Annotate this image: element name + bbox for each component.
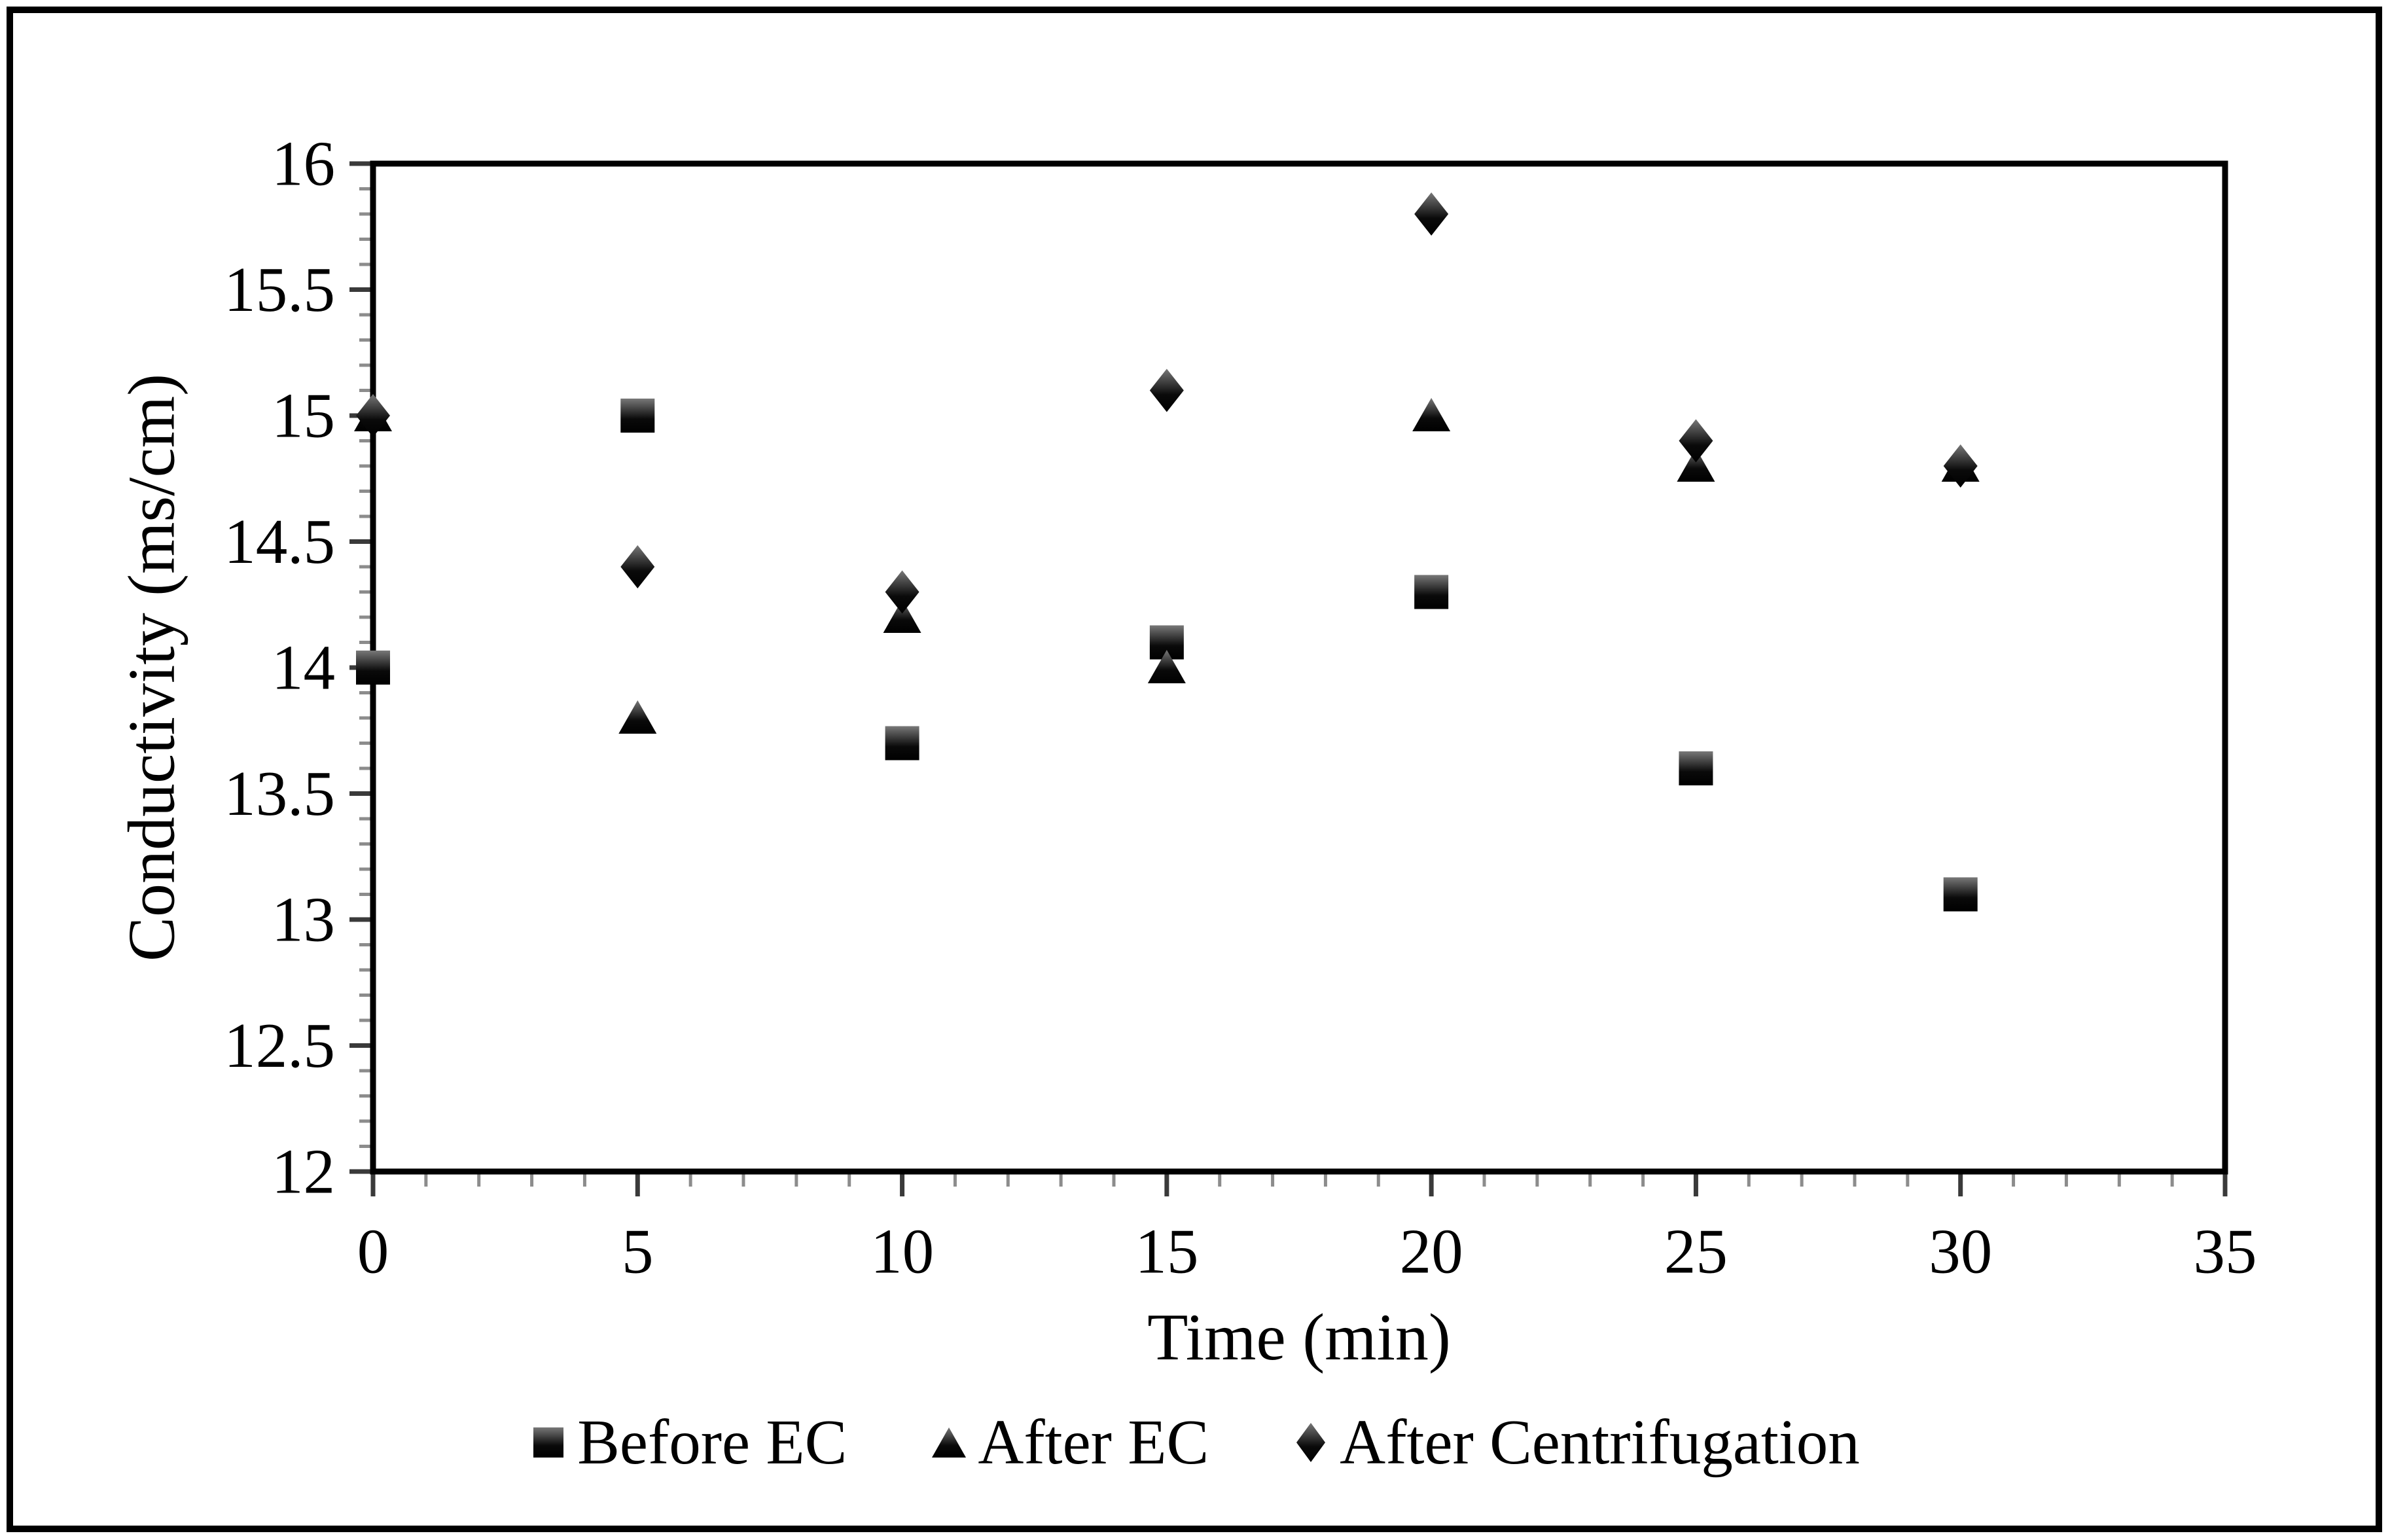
x-tick-label: 0 — [357, 1217, 389, 1287]
axis-tick-labels: 12 12.5 13 13.5 14 14.5 15 15.5 16 0 5 10 15 20 25 30 35 — [224, 129, 2256, 1287]
square-data-marker — [1414, 575, 1449, 609]
diamond-data-marker — [356, 394, 390, 437]
square-data-marker — [620, 399, 655, 433]
square-data-marker — [1679, 751, 1713, 785]
square-data-marker — [356, 651, 390, 685]
diamond-data-marker — [1679, 419, 1713, 463]
x-tick-label: 35 — [2194, 1217, 2257, 1287]
plot-area-border — [370, 160, 2228, 1175]
x-tick-label: 15 — [1135, 1217, 1198, 1287]
x-tick-label: 5 — [622, 1217, 654, 1287]
x-tick-label: 10 — [870, 1217, 934, 1287]
y-tick-label: 14.5 — [224, 507, 335, 577]
y-tick-label: 13.5 — [224, 759, 335, 829]
x-tick-label: 25 — [1664, 1217, 1728, 1287]
y-tick-label: 16 — [272, 129, 335, 199]
y-tick-label: 13 — [272, 885, 335, 955]
square-data-marker — [885, 726, 919, 761]
diamond-data-marker — [620, 545, 655, 588]
plot-area — [370, 160, 2228, 1175]
diamond-data-marker — [1943, 444, 1978, 488]
triangle-data-marker — [1677, 448, 1715, 482]
y-tick-label: 12 — [272, 1137, 335, 1207]
triangle-data-marker — [1147, 650, 1186, 683]
diamond-data-marker — [885, 570, 919, 614]
triangle-data-marker — [883, 600, 921, 633]
y-tick-label: 15.5 — [224, 255, 335, 325]
x-tick-label: 20 — [1400, 1217, 1463, 1287]
diamond-data-marker — [1149, 368, 1184, 412]
square-data-marker — [1943, 877, 1978, 912]
data-point-markers — [354, 192, 1980, 912]
figure-border — [7, 7, 2382, 1532]
x-tick-label: 30 — [1929, 1217, 1992, 1287]
triangle-data-marker — [1412, 398, 1451, 431]
diamond-data-marker — [1414, 192, 1449, 236]
triangle-data-marker — [618, 700, 657, 734]
y-tick-label: 15 — [272, 381, 335, 451]
y-tick-label: 14 — [272, 633, 335, 703]
y-tick-label: 12.5 — [224, 1011, 335, 1081]
axis-ticks — [349, 161, 2228, 1196]
